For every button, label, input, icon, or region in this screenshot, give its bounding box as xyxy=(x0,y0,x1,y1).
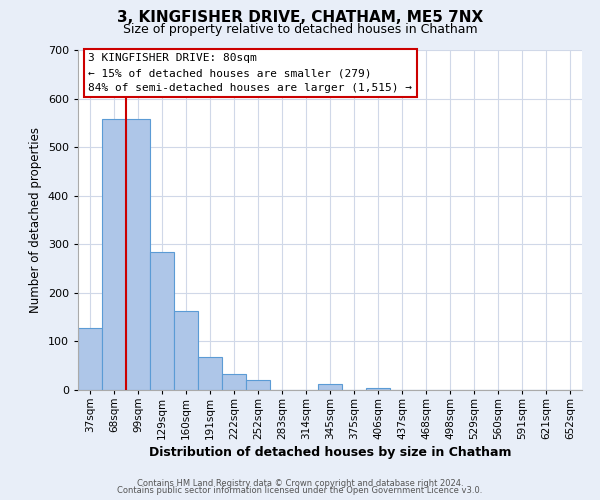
Bar xyxy=(102,120,126,390)
Text: 3, KINGFISHER DRIVE, CHATHAM, ME5 7NX: 3, KINGFISHER DRIVE, CHATHAM, ME5 7NX xyxy=(117,10,483,25)
Text: Contains public sector information licensed under the Open Government Licence v3: Contains public sector information licen… xyxy=(118,486,482,495)
Bar xyxy=(222,374,246,390)
Bar xyxy=(126,120,150,390)
Bar xyxy=(150,252,174,390)
Bar xyxy=(78,328,102,390)
Text: Size of property relative to detached houses in Chatham: Size of property relative to detached ho… xyxy=(122,22,478,36)
Bar xyxy=(366,388,390,390)
Bar xyxy=(246,380,270,390)
Text: Contains HM Land Registry data © Crown copyright and database right 2024.: Contains HM Land Registry data © Crown c… xyxy=(137,478,463,488)
Bar xyxy=(198,357,222,390)
Bar xyxy=(174,311,198,390)
X-axis label: Distribution of detached houses by size in Chatham: Distribution of detached houses by size … xyxy=(149,446,511,459)
Y-axis label: Number of detached properties: Number of detached properties xyxy=(29,127,42,313)
Bar xyxy=(318,384,342,390)
Text: 3 KINGFISHER DRIVE: 80sqm
← 15% of detached houses are smaller (279)
84% of semi: 3 KINGFISHER DRIVE: 80sqm ← 15% of detac… xyxy=(88,54,412,93)
